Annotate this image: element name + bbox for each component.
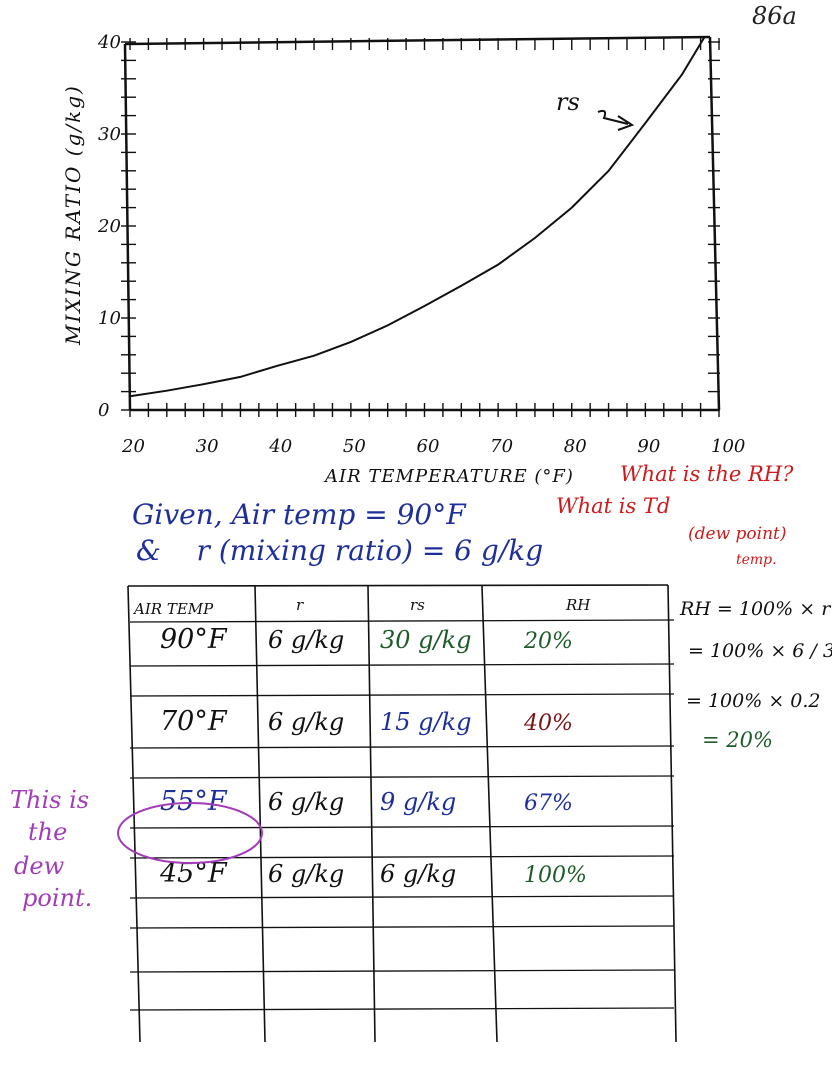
plot-frame [123,35,721,412]
y-tick-label: 30 [98,124,121,145]
frame-top [124,35,711,46]
x-axis-label: AIR TEMPERATURE (°F) [323,466,574,487]
table-top-border [127,584,669,587]
table-row-rule [129,663,675,667]
table-cells: 90°F 6 g/kg 30 g/kg 20% 70°F 6 g/kg 15 g/kg 40%… [159,624,587,889]
calc-line-2: = 100% × 6 / 30 [688,640,832,662]
frame-right [708,36,721,411]
table-cell-temp: 90°F [160,624,228,655]
dew-note-3: dew [14,852,65,880]
table-row-rule [129,693,675,697]
col-divider-1 [254,585,266,1043]
table-cell-r: 6 g/kg [268,626,344,654]
calc-line-3: = 100% × 0.2 [686,690,821,712]
given-mixing-ratio-line: & r (mixing ratio) = 6 g/kg [136,534,544,567]
calc-line-4: = 20% [702,728,773,752]
x-tick-label: 20 [121,436,145,457]
given-mixing-ratio: r (mixing ratio) = 6 g/kg [196,534,544,567]
y-tick-label: 10 [98,308,121,329]
frame-left [123,43,132,411]
table-row-rule [129,745,675,749]
rs-curve [129,36,706,398]
table-cell-temp: 70°F [160,706,228,737]
table-cell-r: 6 g/kg [268,860,344,888]
y-tick-labels: 0 10 20 30 40 [97,32,121,421]
page-number: 86a [752,2,797,30]
table-row-rule [129,619,675,623]
rh-table: AIR TEMP r rs RH 90°F 6 g/kg 30 g/kg 20% 70°… [117,584,677,1043]
dew-note-4: point. [22,884,93,912]
table-cell-rs: 30 g/kg [380,626,472,654]
header-air-temp: AIR TEMP [132,600,214,618]
table-cell-temp: 55°F [160,786,228,817]
x-tick-label: 30 [196,436,219,457]
header-rh: RH [565,596,591,614]
table-cell-rs: 6 g/kg [380,860,456,888]
x-tick-label: 40 [268,436,292,457]
rs-arrow-shaft [597,109,629,125]
y-axis-label: MIXING RATIO (g/kg) [61,84,85,346]
table-cell-rh: 100% [524,863,587,888]
question-dew-point: (dew point) [688,524,787,544]
col-divider-2 [367,585,376,1043]
x-tick-label: 60 [417,436,440,457]
calc-line-1: RH = 100% × r / rs [680,598,832,620]
question-rh: What is the RH? [620,462,794,486]
table-cell-rs: 15 g/kg [380,708,472,736]
table-header: AIR TEMP r rs RH [132,596,591,618]
rs-label-group: rs [556,88,635,131]
header-r: r [296,596,304,614]
dew-note-1: This is [10,786,90,814]
table-lines [127,584,677,1043]
mixing-ratio-chart: 20 30 40 50 60 70 80 90 100 0 10 20 30 40 rs MIXING … [61,32,745,487]
rs-annotation-label: rs [556,88,580,116]
table-row-rule [129,969,675,973]
table-cell-rh: 40% [523,711,573,736]
minor-ticks [121,38,720,417]
table-cell-rh: 20% [523,629,573,654]
x-tick-label: 100 [711,436,745,457]
col-divider-3 [481,585,498,1043]
table-row-rule [129,1007,675,1011]
dew-note-2: the [28,818,68,846]
table-row-rule [129,855,675,859]
given-word: Given [132,498,214,531]
x-tick-label: 50 [343,436,366,457]
question-temp: temp. [736,552,777,568]
table-cell-r: 6 g/kg [268,708,344,736]
table-row-rule [129,775,675,779]
x-tick-label: 80 [564,436,587,457]
given-block: Given, Air temp = 90°F & r (mixing ratio… [132,498,544,567]
y-tick-label: 20 [97,216,121,237]
y-tick-label: 40 [97,32,121,53]
header-rs: rs [410,596,425,614]
table-cell-r: 6 g/kg [268,788,344,816]
question-td: What is Td [556,494,671,518]
table-cell-rs: 9 g/kg [380,788,456,816]
x-tick-labels: 20 30 40 50 60 70 80 90 100 [121,436,745,457]
table-row-rule [129,825,675,829]
rs-arrow-head [617,115,635,131]
x-tick-label: 70 [490,436,513,457]
row-rules [129,619,675,1011]
table-row-rule [129,895,675,899]
table-right-border [667,584,677,1043]
x-tick-label: 90 [637,436,660,457]
given-air-temp: Air temp = 90°F [231,498,466,531]
y-tick-label: 0 [98,400,109,421]
dew-point-circle [117,802,263,864]
table-row-rule [129,925,675,929]
table-cell-rh: 67% [524,791,573,816]
